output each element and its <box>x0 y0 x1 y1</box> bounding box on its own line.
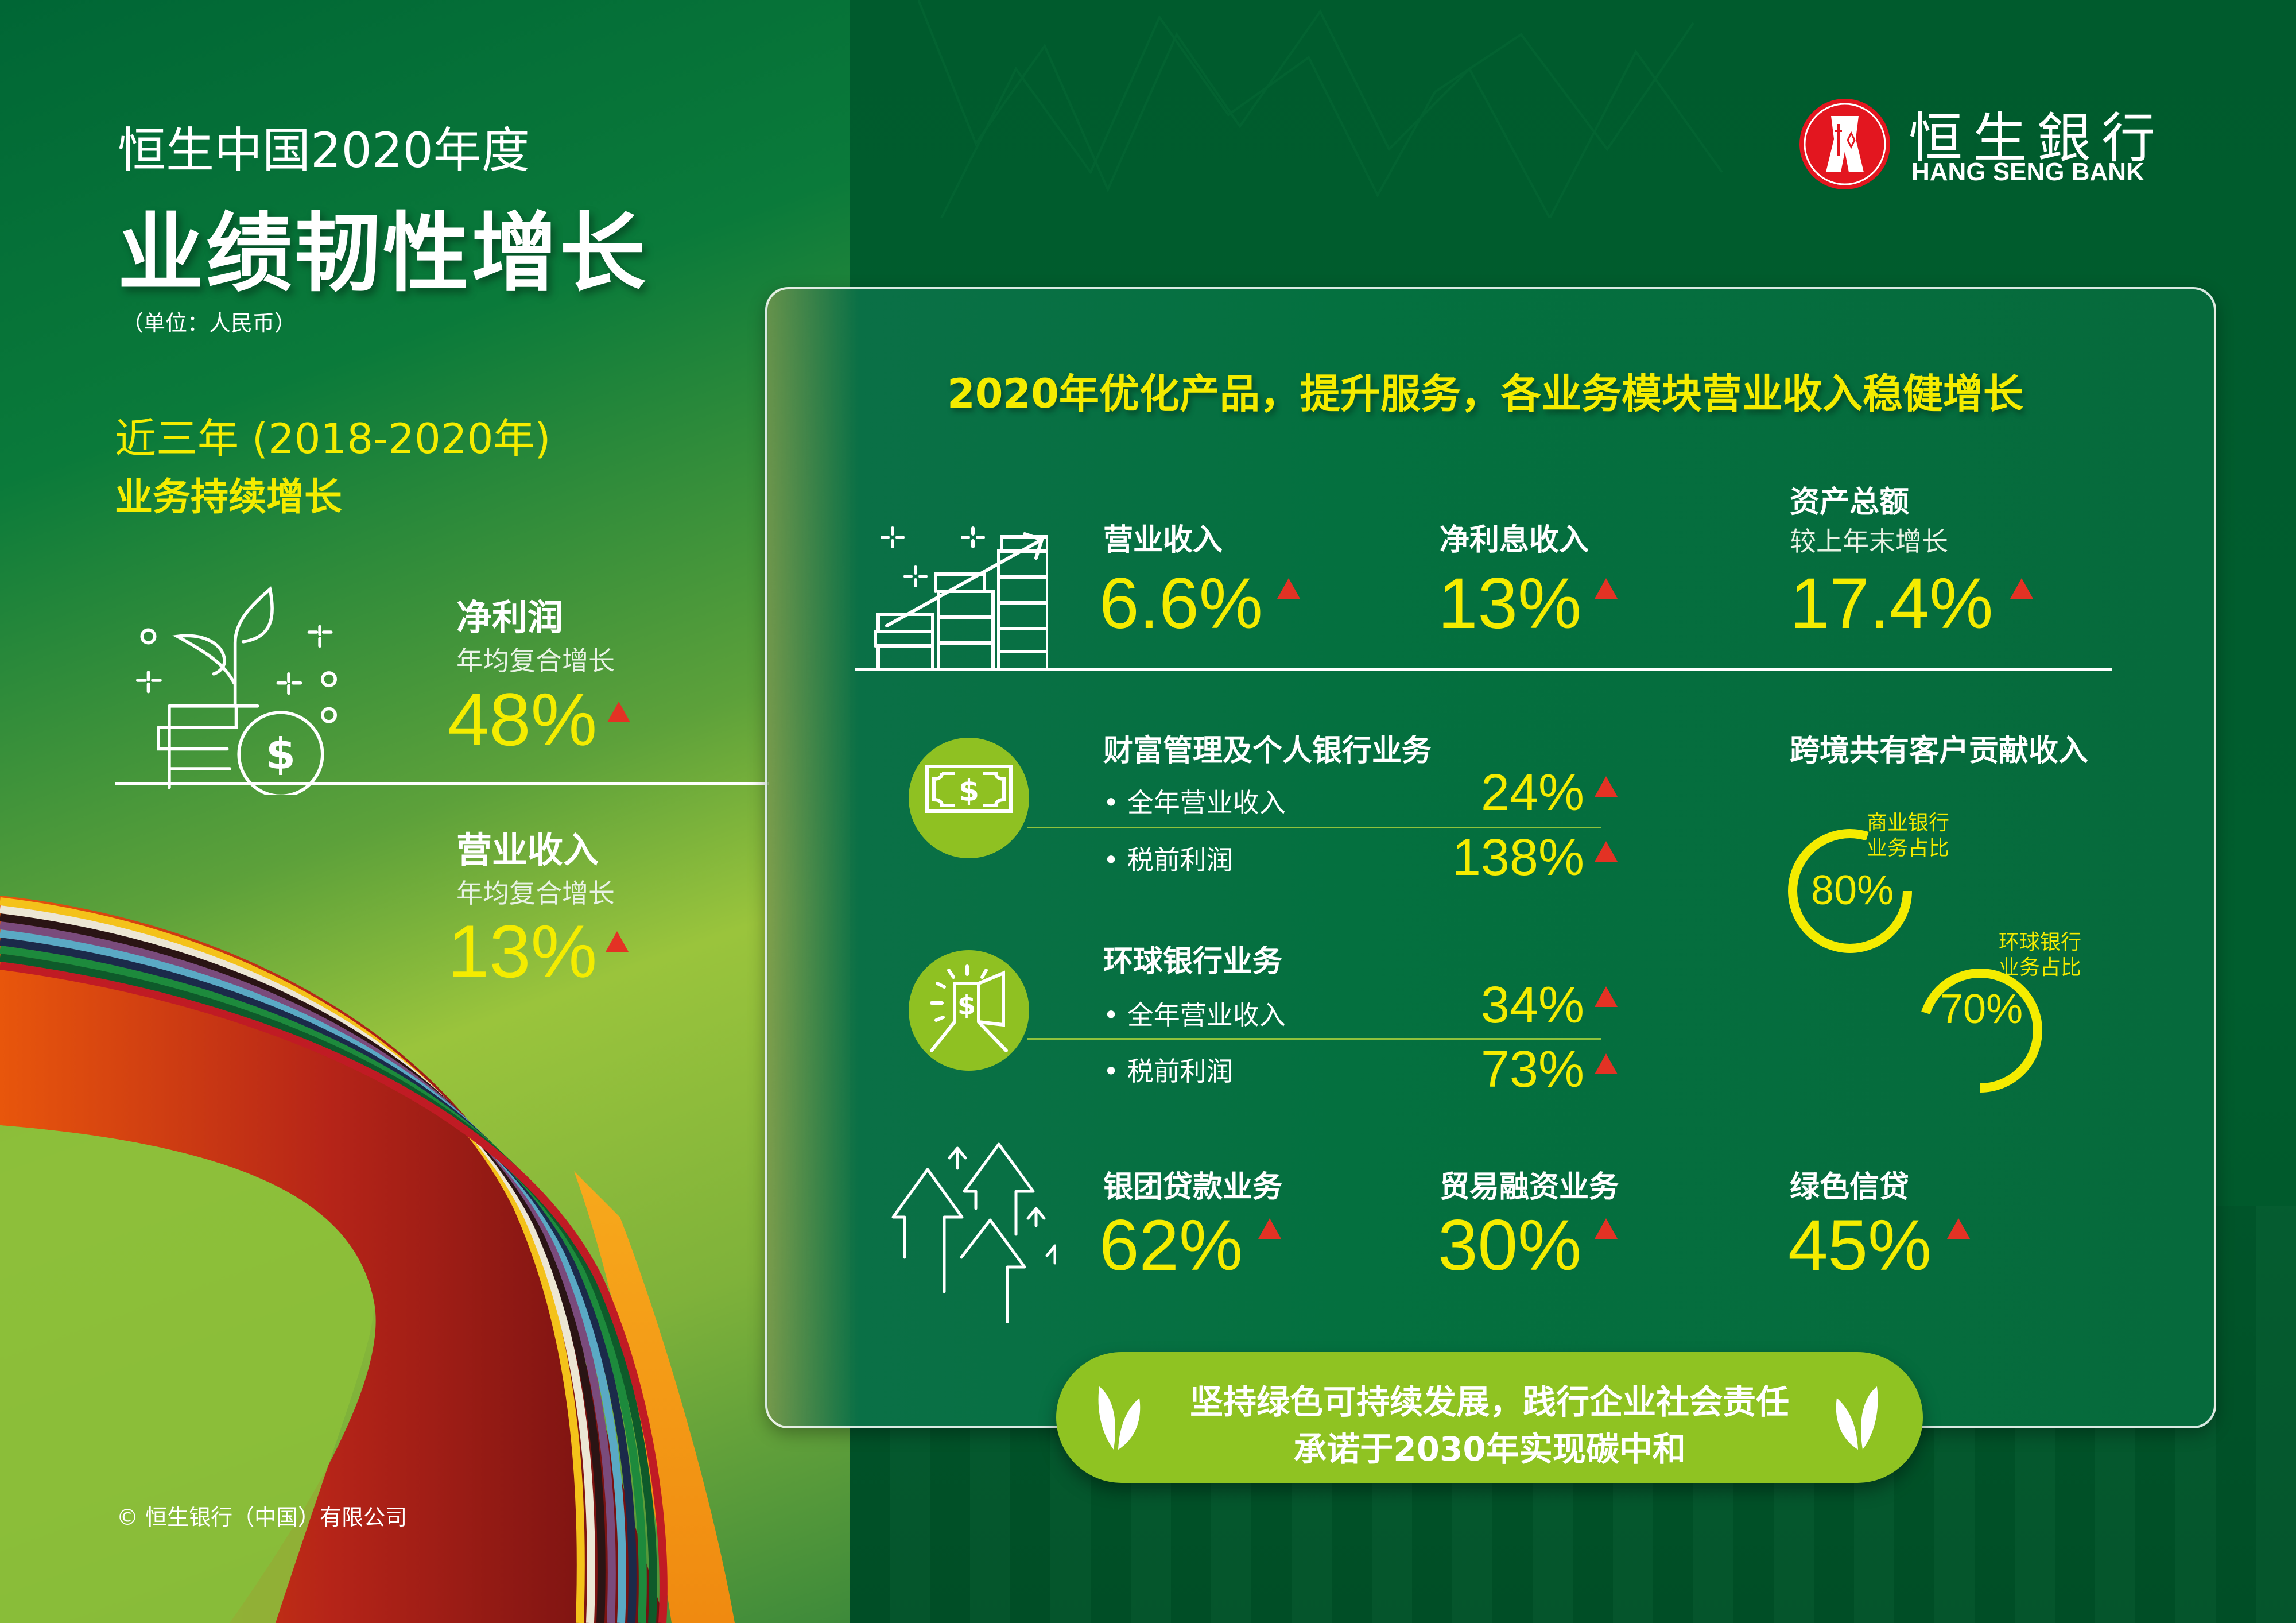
period-label: 近三年 (2018-2020年) <box>115 415 551 463</box>
kpi-value-net-profit: 48% <box>448 677 598 761</box>
kpi-title-revenue: 营业收入 <box>456 829 599 871</box>
open-door-money-icon: $ <box>909 950 1029 1071</box>
leaf-icon <box>1098 1386 1141 1450</box>
up-arrow-icon <box>2010 578 2033 599</box>
logo-chinese-name: 恒生銀行 <box>1909 107 2166 170</box>
unit-note: （单位：人民币） <box>122 311 297 336</box>
ring-commercial-banking <box>1788 829 1912 953</box>
report-subtitle: 恒生中国2020年度 <box>118 122 530 179</box>
logo-english-name: HANG SENG BANK <box>1911 158 2144 186</box>
banner-line-1: 坚持绿色可持续发展，践行企业社会责任 <box>1189 1382 1789 1421</box>
up-arrow-icon <box>1947 1218 1970 1239</box>
kpi-value-revenue: 13% <box>448 909 598 993</box>
segment-divider <box>1027 827 1601 828</box>
metric-title-revenue: 营业收入 <box>1103 523 1223 557</box>
metric-value-green-credit: 45% <box>1788 1206 1932 1285</box>
metric-title-green-credit: 绿色信贷 <box>1790 1170 1910 1204</box>
svg-text:$: $ <box>266 729 296 779</box>
banner-line-2: 承诺于2030年实现碳中和 <box>1293 1430 1686 1469</box>
row-label: • 税前利润 <box>1103 1056 1233 1087</box>
metric-title-trade-finance: 贸易融资业务 <box>1440 1170 1619 1204</box>
leaf-icon <box>1836 1386 1878 1450</box>
row-value: 73% <box>1480 1041 1584 1098</box>
page-title: 业绩韧性增长 <box>118 204 649 304</box>
metric-value-net-interest: 13% <box>1438 564 1582 644</box>
row-value: 138% <box>1452 829 1584 886</box>
metric-title-syndicated-loans: 银团贷款业务 <box>1103 1170 1283 1204</box>
up-arrow-icon <box>1595 578 1618 599</box>
period-headline: 业务持续增长 <box>115 475 342 519</box>
rising-arrows-icon <box>891 1142 1056 1323</box>
banknote-icon: $ <box>909 738 1029 858</box>
row-value: 24% <box>1480 764 1584 822</box>
up-arrow-icon <box>1595 776 1618 797</box>
up-arrow-icon <box>1595 841 1618 862</box>
ring-global-banking <box>1918 969 2042 1093</box>
decorative-line-pattern <box>918 0 1723 218</box>
kpi-title-net-profit: 净利润 <box>456 596 564 638</box>
ring-value: 80% <box>1811 867 1894 913</box>
row-value: 34% <box>1480 977 1584 1034</box>
growing-coin-stacks-icon <box>874 526 1048 671</box>
results-card <box>765 287 2216 1428</box>
ring-value: 70% <box>1940 986 2023 1032</box>
hang-seng-logo-icon <box>1799 99 1890 189</box>
svg-text:$: $ <box>957 990 976 1021</box>
segment-divider <box>1027 1038 1601 1040</box>
up-arrow-icon <box>1277 578 1300 599</box>
metric-subtitle-total-assets: 较上年末增长 <box>1790 526 1948 557</box>
ribbon-artwork <box>0 896 735 1623</box>
metric-title-net-interest: 净利息收入 <box>1440 523 1589 557</box>
card-title: 2020年优化产品，提升服务，各业务模块营业收入稳健增长 <box>947 370 2023 417</box>
metric-value-revenue: 6.6% <box>1099 564 1263 644</box>
cross-border-title: 跨境共有客户贡献收入 <box>1790 734 2089 768</box>
svg-text:$: $ <box>959 774 979 808</box>
row-label: • 全年营业收入 <box>1103 1000 1286 1031</box>
left-divider <box>115 782 769 785</box>
segment-title-global-banking: 环球银行业务 <box>1103 944 1283 979</box>
metric-value-syndicated-loans: 62% <box>1099 1206 1243 1285</box>
copyright-notice: © 恒生银行（中国）有限公司 <box>117 1505 408 1530</box>
metric-value-total-assets: 17.4% <box>1790 564 1994 644</box>
segment-title-wealth: 财富管理及个人银行业务 <box>1103 734 1432 768</box>
ring-label: 环球银行 业务占比 <box>1999 931 2082 979</box>
plant-coins-icon: $ <box>136 586 337 795</box>
up-arrow-icon <box>1595 1218 1618 1239</box>
up-arrow-icon <box>1595 986 1618 1007</box>
sustainability-banner: 坚持绿色可持续发展，践行企业社会责任 承诺于2030年实现碳中和 <box>1056 1352 1923 1483</box>
up-arrow-icon <box>607 702 630 722</box>
row-label: • 全年营业收入 <box>1103 787 1286 818</box>
up-arrow-icon <box>1258 1218 1281 1239</box>
kpi-subtitle-net-profit: 年均复合增长 <box>456 645 615 676</box>
row-label: • 税前利润 <box>1103 845 1233 876</box>
up-arrow-icon <box>606 931 629 952</box>
kpi-subtitle-revenue: 年均复合增长 <box>456 878 615 909</box>
top-row-divider <box>855 668 2112 671</box>
metric-value-trade-finance: 30% <box>1438 1206 1582 1285</box>
up-arrow-icon <box>1595 1053 1618 1074</box>
metric-title-total-assets: 资产总额 <box>1790 485 1910 520</box>
ring-label: 商业银行 业务占比 <box>1867 811 1950 860</box>
